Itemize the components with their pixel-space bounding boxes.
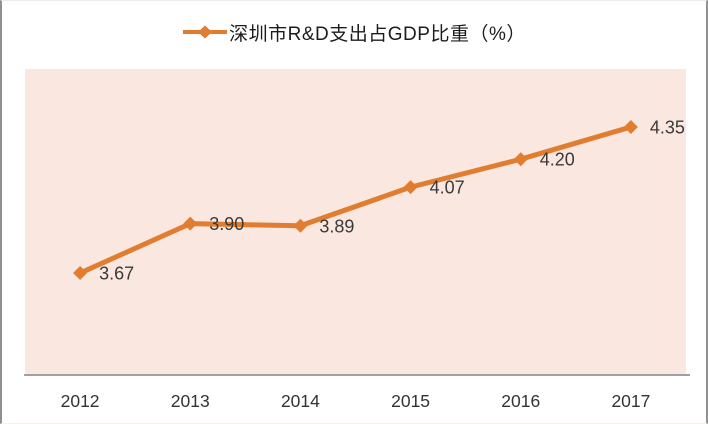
- series-line: [77, 124, 634, 276]
- data-point-marker: [623, 119, 638, 134]
- legend-series-label: 深圳市R&D支出占GDP比重（%）: [229, 23, 526, 45]
- data-point-label: 4.35: [650, 117, 685, 137]
- x-axis-label: 2012: [61, 391, 100, 411]
- plot-area: [25, 69, 686, 374]
- x-axis-label: 2014: [281, 391, 320, 411]
- chart-legend: 深圳市R&D支出占GDP比重（%）: [2, 18, 706, 46]
- x-axis-label: 2015: [391, 391, 430, 411]
- data-point-label: 3.67: [99, 264, 134, 284]
- legend-line-diamond-icon: [183, 25, 228, 39]
- x-axis-label: 2013: [171, 391, 210, 411]
- x-axis-label: 2017: [611, 391, 650, 411]
- data-point-marker: [403, 180, 418, 195]
- data-point-label: 4.07: [430, 178, 465, 198]
- data-point-label: 3.90: [209, 214, 244, 234]
- data-point-marker: [513, 152, 528, 167]
- data-point-label: 3.89: [319, 216, 354, 236]
- data-point-label: 4.20: [540, 150, 575, 170]
- data-point-marker: [293, 218, 308, 233]
- x-axis-label: 2016: [501, 391, 540, 411]
- data-point-marker: [183, 216, 198, 231]
- data-point-marker: [73, 266, 88, 281]
